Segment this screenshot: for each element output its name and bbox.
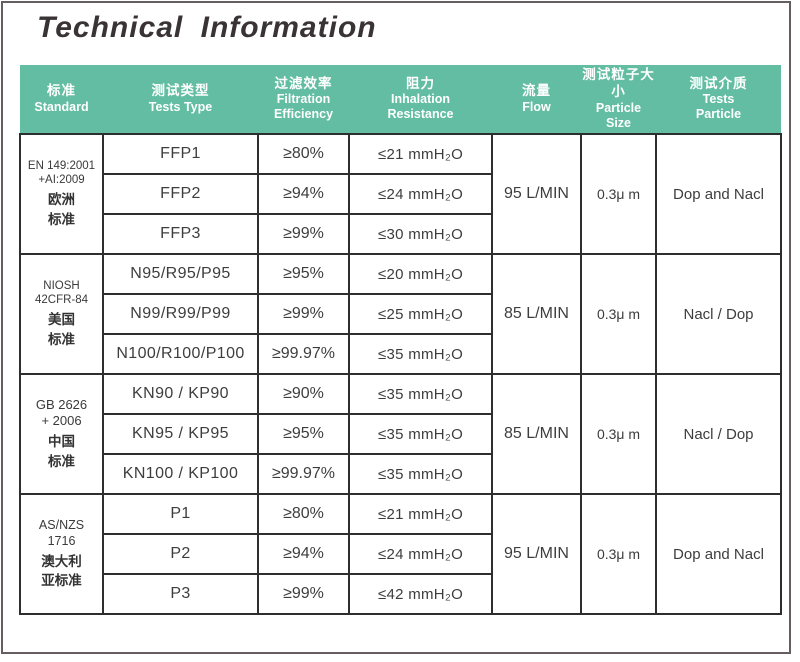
particle-size-cell: 0.3μ m xyxy=(580,373,657,495)
tests-type-cell: N99/R99/P99 xyxy=(102,293,259,335)
table-row: FFP2 ≥94% ≤24 mmH₂O xyxy=(20,173,781,215)
tests-type-cell: FFP3 xyxy=(102,213,259,255)
table-row: P2 ≥94% ≤24 mmH₂O xyxy=(20,533,781,575)
tests-type-cell: KN95 / KP95 xyxy=(102,413,259,455)
table-row: NIOSH 42CFR-84 美国 标准 N95/R95/P95 ≥95% ≤2… xyxy=(19,253,782,375)
header-tests-type: 测试类型 Tests Type xyxy=(103,65,258,134)
tests-type-cell: FFP2 xyxy=(102,173,259,215)
resistance-cell: ≤21 mmH₂O xyxy=(348,133,493,175)
table-row: N99/R99/P99 ≥99% ≤25 mmH₂O xyxy=(20,293,781,335)
tests-type-cell: P2 xyxy=(102,533,259,575)
resistance-cell: ≤35 mmH₂O xyxy=(348,413,493,455)
efficiency-cell: ≥99.97% xyxy=(257,453,350,495)
tests-type-cell: P3 xyxy=(102,573,259,615)
flow-cell: 85 L/MIN xyxy=(491,373,582,495)
efficiency-cell: ≥99% xyxy=(257,573,350,615)
particle-size-cell: 0.3μ m xyxy=(580,493,657,615)
test-particle-cell: Dop and Nacl xyxy=(655,133,782,255)
flow-cell: 85 L/MIN xyxy=(491,253,582,375)
resistance-cell: ≤21 mmH₂O xyxy=(348,493,493,535)
table-header-row: 标准 Standard 测试类型 Tests Type 过滤效率 Filtrat… xyxy=(20,65,781,134)
resistance-cell: ≤35 mmH₂O xyxy=(348,453,493,495)
page-frame: Technical Information 标准 Standard 测试类型 T… xyxy=(1,1,791,654)
test-particle-cell: Nacl / Dop xyxy=(655,373,782,495)
standard-cell-gb2626: GB 2626 + 2006 中国 标准 xyxy=(19,373,104,495)
flow-cell: 95 L/MIN xyxy=(491,493,582,615)
particle-size-cell: 0.3μ m xyxy=(580,133,657,255)
resistance-cell: ≤25 mmH₂O xyxy=(348,293,493,335)
table-row: N100/R100/P100 ≥99.97% ≤35 mmH₂O xyxy=(20,333,781,375)
table-row: EN 149:2001 +AI:2009 欧洲 标准 FFP1 ≥80% ≤21… xyxy=(19,133,782,255)
efficiency-cell: ≥94% xyxy=(257,173,350,215)
standard-cell-en149: EN 149:2001 +AI:2009 欧洲 标准 xyxy=(19,133,104,255)
tests-type-cell: N95/R95/P95 xyxy=(102,253,259,295)
flow-cell: 95 L/MIN xyxy=(491,133,582,255)
tests-type-cell: P1 xyxy=(102,493,259,535)
particle-size-cell: 0.3μ m xyxy=(580,253,657,375)
header-inhalation-resistance: 阻力 Inhalation Resistance xyxy=(349,65,492,134)
resistance-cell: ≤35 mmH₂O xyxy=(348,333,493,375)
table-row: KN95 / KP95 ≥95% ≤35 mmH₂O xyxy=(20,413,781,455)
table-row: AS/NZS 1716 澳大利 亚标准 P1 ≥80% ≤21 mmH₂O 95… xyxy=(19,493,782,615)
tests-type-cell: KN90 / KP90 xyxy=(102,373,259,415)
table-row: KN100 / KP100 ≥99.97% ≤35 mmH₂O xyxy=(20,453,781,495)
header-particle-size: 测试粒子大小 Particle Size xyxy=(581,65,656,134)
table-row: GB 2626 + 2006 中国 标准 KN90 / KP90 ≥90% ≤3… xyxy=(19,373,782,495)
efficiency-cell: ≥94% xyxy=(257,533,350,575)
resistance-cell: ≤30 mmH₂O xyxy=(348,213,493,255)
efficiency-cell: ≥95% xyxy=(257,413,350,455)
tests-type-cell: FFP1 xyxy=(102,133,259,175)
header-standard: 标准 Standard xyxy=(20,65,103,134)
efficiency-cell: ≥80% xyxy=(257,133,350,175)
efficiency-cell: ≥99% xyxy=(257,293,350,335)
header-filtration-efficiency: 过滤效率 Filtration Efficiency xyxy=(258,65,349,134)
tests-type-cell: N100/R100/P100 xyxy=(102,333,259,375)
test-particle-cell: Dop and Nacl xyxy=(655,493,782,615)
standard-cell-niosh: NIOSH 42CFR-84 美国 标准 xyxy=(19,253,104,375)
resistance-cell: ≤24 mmH₂O xyxy=(348,533,493,575)
resistance-cell: ≤42 mmH₂O xyxy=(348,573,493,615)
resistance-cell: ≤20 mmH₂O xyxy=(348,253,493,295)
technical-information-table: 标准 Standard 测试类型 Tests Type 过滤效率 Filtrat… xyxy=(19,65,782,615)
efficiency-cell: ≥95% xyxy=(257,253,350,295)
efficiency-cell: ≥99.97% xyxy=(257,333,350,375)
header-flow: 流量 Flow xyxy=(492,65,581,134)
table-row: P3 ≥99% ≤42 mmH₂O xyxy=(20,573,781,615)
table-row: FFP3 ≥99% ≤30 mmH₂O xyxy=(20,213,781,255)
header-tests-particle: 测试介质 Tests Particle xyxy=(656,65,781,134)
efficiency-cell: ≥99% xyxy=(257,213,350,255)
standard-cell-asnzs: AS/NZS 1716 澳大利 亚标准 xyxy=(19,493,104,615)
test-particle-cell: Nacl / Dop xyxy=(655,253,782,375)
resistance-cell: ≤35 mmH₂O xyxy=(348,373,493,415)
tests-type-cell: KN100 / KP100 xyxy=(102,453,259,495)
efficiency-cell: ≥90% xyxy=(257,373,350,415)
efficiency-cell: ≥80% xyxy=(257,493,350,535)
page-title: Technical Information xyxy=(37,11,377,44)
resistance-cell: ≤24 mmH₂O xyxy=(348,173,493,215)
